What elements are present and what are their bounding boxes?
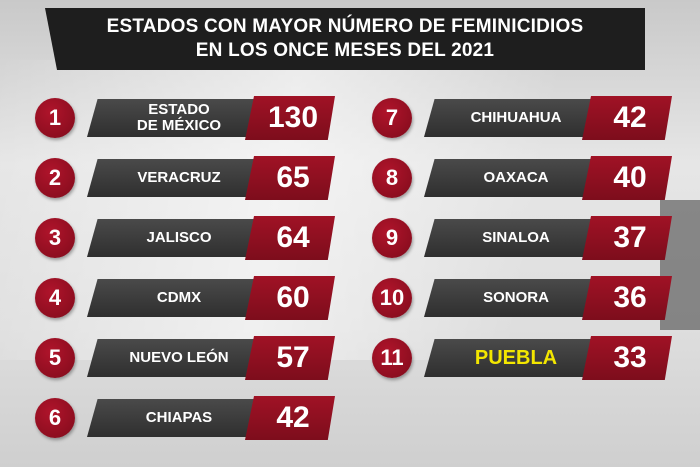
rank-badge: 2 [35,158,75,198]
state-name-bar: CDMX [87,279,263,317]
table-row: 4 CDMX 60 [35,276,335,320]
state-name-bar: CHIHUAHUA [424,99,600,137]
rank-badge: 1 [35,98,75,138]
value-label: 33 [613,341,647,374]
table-row: 9 SINALOA 37 [372,216,672,260]
state-name: CHIHUAHUA [470,109,562,126]
state-name: SONORA [483,289,549,306]
state-name-bar: VERACRUZ [87,159,263,197]
state-name: CHIAPAS [145,409,213,426]
state-name: ESTADO DE MÉXICO [136,101,222,134]
state-name-bar: ESTADO DE MÉXICO [87,99,263,137]
value-box: 65 [245,156,335,200]
value-label: 42 [276,401,310,434]
table-row: 5 NUEVO LEÓN 57 [35,336,335,380]
rank-badge: 5 [35,338,75,378]
table-row: 3 JALISCO 64 [35,216,335,260]
table-row: 11 PUEBLA 33 [372,336,672,380]
table-row: 2 VERACRUZ 65 [35,156,335,200]
value-box: 42 [582,96,672,140]
value-box: 33 [582,336,672,380]
value-box: 37 [582,216,672,260]
value-label: 60 [276,281,310,314]
state-name: NUEVO LEÓN [129,349,229,366]
value-box: 130 [245,96,335,140]
rank-badge: 4 [35,278,75,318]
value-label: 42 [613,101,647,134]
value-label: 130 [267,101,319,134]
state-name: OAXACA [483,169,549,186]
value-box: 60 [245,276,335,320]
state-name: PUEBLA [474,347,558,369]
table-row: 7 CHIHUAHUA 42 [372,96,672,140]
value-label: 64 [276,221,310,254]
state-name-bar: CHIAPAS [87,399,263,437]
value-label: 40 [613,161,647,194]
state-name-bar: NUEVO LEÓN [87,339,263,377]
state-name-bar: OAXACA [424,159,600,197]
rank-badge: 7 [372,98,412,138]
state-name: VERACRUZ [137,169,221,186]
rank-badge: 3 [35,218,75,258]
state-name: CDMX [156,289,202,306]
value-label: 37 [613,221,647,254]
value-label: 65 [276,161,310,194]
state-name: JALISCO [146,229,212,246]
rank-badge: 8 [372,158,412,198]
table-row: 10 SONORA 36 [372,276,672,320]
state-name-bar: SONORA [424,279,600,317]
value-label: 36 [613,281,647,314]
value-box: 40 [582,156,672,200]
title-line-2: EN LOS ONCE MESES DEL 2021 [195,40,495,61]
table-row: 1 ESTADO DE MÉXICO 130 [35,96,335,140]
value-box: 57 [245,336,335,380]
state-name-bar: PUEBLA [424,339,600,377]
rank-badge: 11 [372,338,412,378]
table-row: 6 CHIAPAS 42 [35,396,335,440]
state-name-bar: JALISCO [87,219,263,257]
rank-badge: 9 [372,218,412,258]
state-name: SINALOA [482,229,550,246]
value-label: 57 [276,341,310,374]
state-name-bar: SINALOA [424,219,600,257]
table-row: 8 OAXACA 40 [372,156,672,200]
value-box: 36 [582,276,672,320]
value-box: 64 [245,216,335,260]
value-box: 42 [245,396,335,440]
title-banner: ESTADOS CON MAYOR NÚMERO DE FEMINICIDIOS… [45,8,645,70]
title-line-1: ESTADOS CON MAYOR NÚMERO DE FEMINICIDIOS [106,16,584,37]
rank-badge: 10 [372,278,412,318]
rank-badge: 6 [35,398,75,438]
